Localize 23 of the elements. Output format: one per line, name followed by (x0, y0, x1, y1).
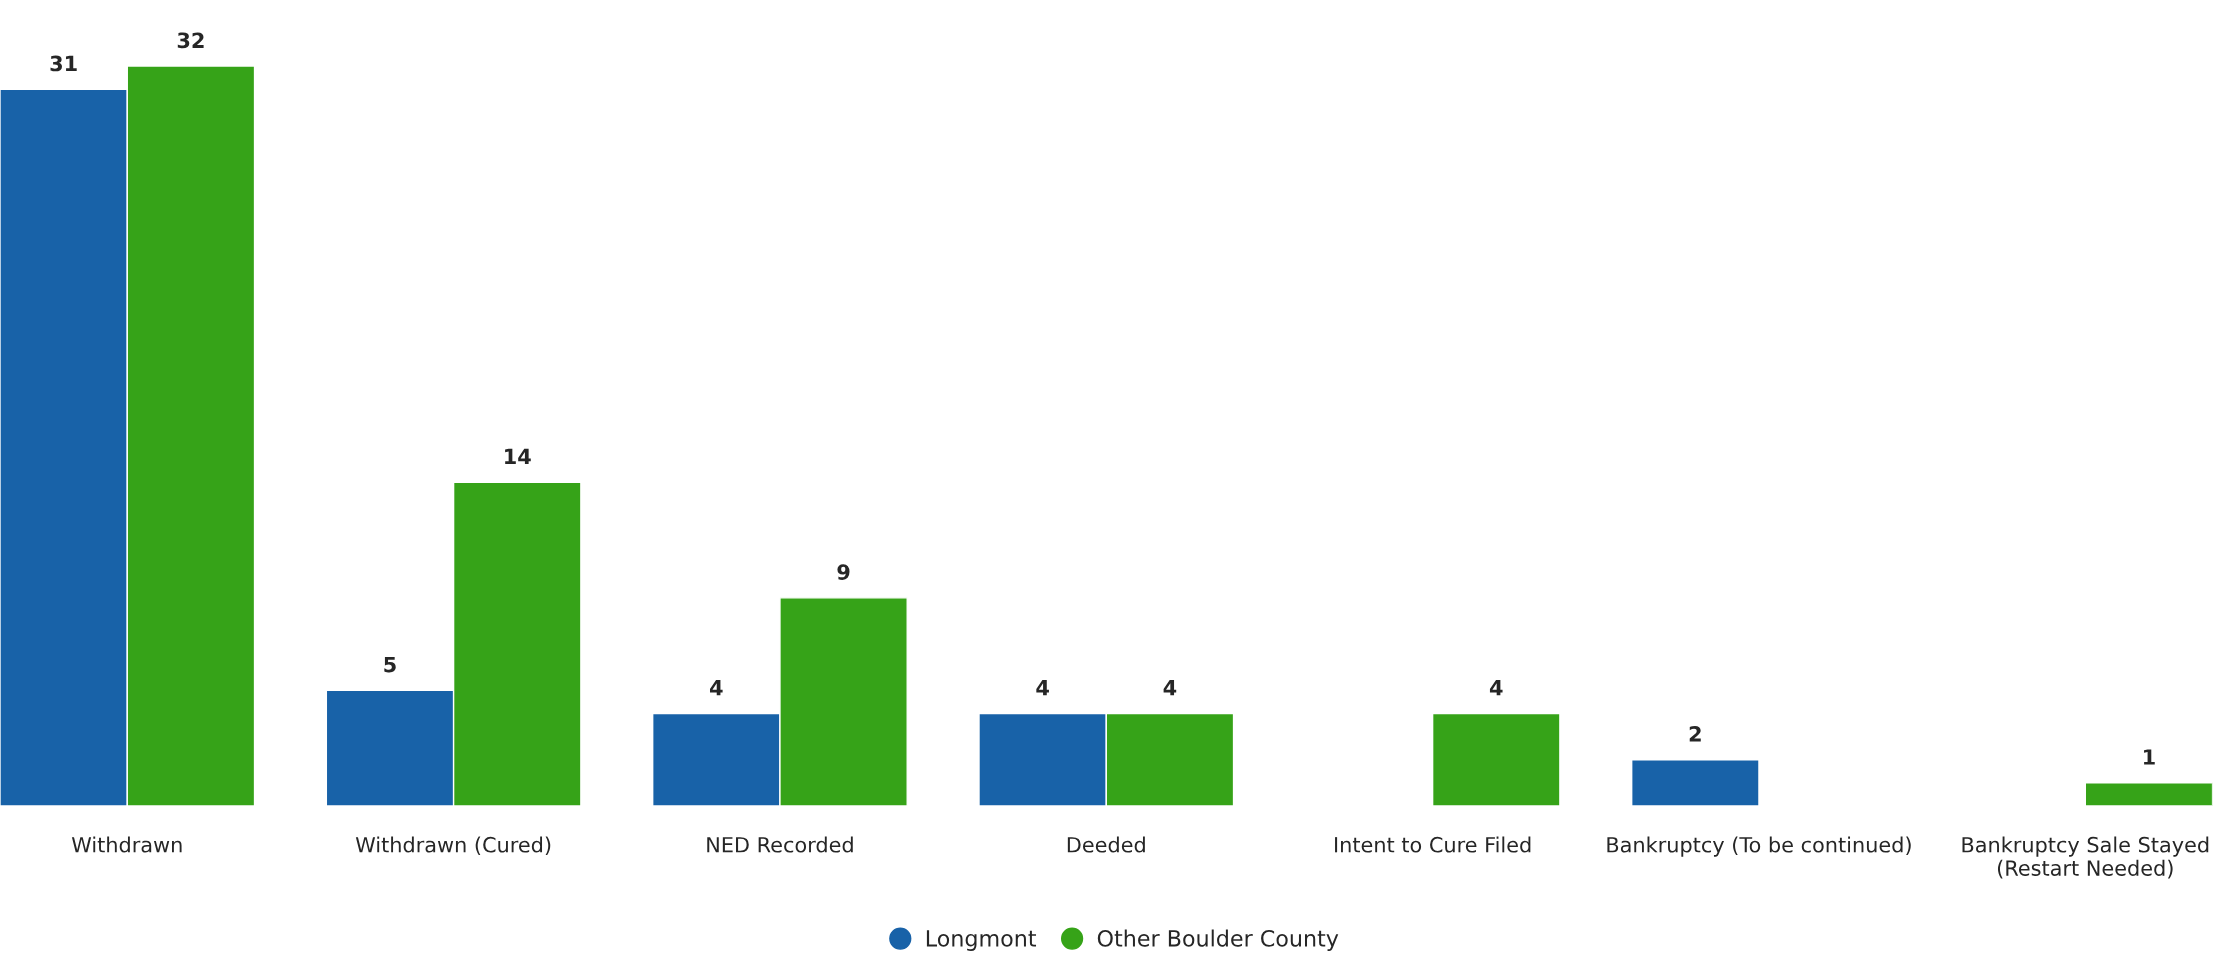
data-label: 14 (505, 448, 531, 465)
data-label: 32 (177, 32, 204, 49)
x-tick-label: Deeded (1067, 836, 1145, 853)
data-label: 2 (1689, 726, 1701, 742)
x-tick-label: Withdrawn (Cured) (355, 836, 551, 856)
bar (1630, 758, 1760, 806)
data-label: 4 (1036, 680, 1049, 696)
x-tick-label: NED Recorded (707, 836, 853, 853)
x-tick-label: Withdrawn (71, 836, 182, 853)
bar (2084, 782, 2213, 806)
x-tick-label: Bankruptcy (To be continued) (1607, 836, 1911, 857)
x-tick-label: Intent to Cure Filed (1335, 836, 1531, 853)
data-label: 4 (1489, 680, 1503, 696)
legend-label: Other Boulder County (1097, 929, 1339, 951)
legend-label: Longmont (926, 930, 1037, 951)
data-label: 31 (50, 55, 77, 72)
data-label: 4 (1163, 680, 1177, 696)
data-label: 5 (384, 656, 396, 673)
bar (1431, 712, 1561, 806)
data-label: 1 (2144, 749, 2155, 765)
x-tick-label: Bankruptcy Sale Stayed (Restart Needed) (1962, 836, 2209, 879)
data-label: 9 (837, 564, 850, 580)
data-label: 4 (710, 680, 723, 696)
